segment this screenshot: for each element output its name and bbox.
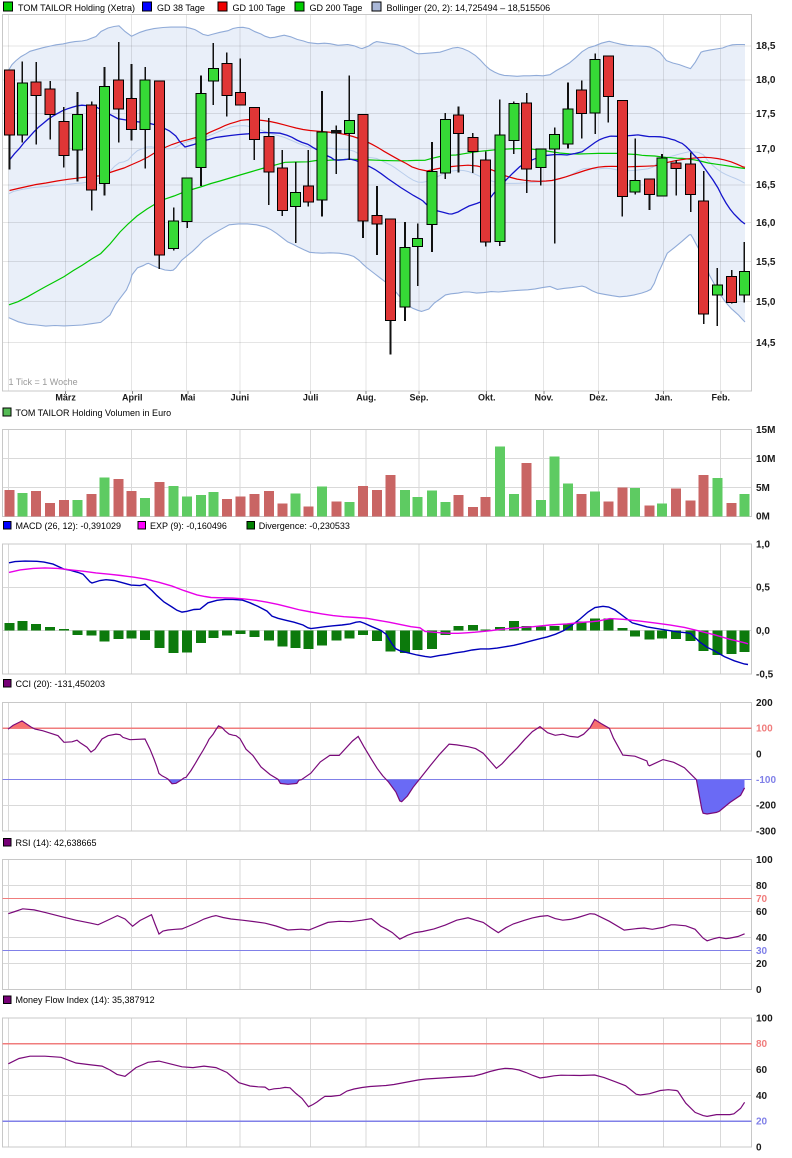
svg-text:RSI (14): 42,638665: RSI (14): 42,638665 [16, 838, 97, 848]
svg-text:Divergence: -0,230533: Divergence: -0,230533 [259, 521, 350, 531]
svg-text:0: 0 [756, 749, 762, 760]
svg-text:1,0: 1,0 [756, 539, 770, 550]
svg-text:TOM TAILOR Holding (Xetra): TOM TAILOR Holding (Xetra) [18, 3, 135, 13]
svg-text:70: 70 [756, 894, 768, 905]
svg-text:20: 20 [756, 1117, 768, 1128]
svg-text:15,5: 15,5 [756, 257, 776, 268]
svg-text:Dez.: Dez. [589, 393, 608, 403]
svg-text:-200: -200 [756, 801, 776, 812]
svg-text:100: 100 [756, 724, 773, 735]
svg-text:CCI (20): -131,450203: CCI (20): -131,450203 [16, 679, 106, 689]
svg-text:MACD (26, 12): -0,391029: MACD (26, 12): -0,391029 [16, 521, 122, 531]
svg-text:April: April [122, 393, 143, 403]
svg-text:Juni: Juni [231, 393, 250, 403]
svg-text:TOM TAILOR Holding Volumen in: TOM TAILOR Holding Volumen in Euro [16, 408, 172, 418]
svg-text:0: 0 [756, 985, 762, 996]
svg-text:60: 60 [756, 1065, 768, 1076]
svg-text:80: 80 [756, 1039, 768, 1050]
svg-text:30: 30 [756, 946, 768, 957]
svg-text:60: 60 [756, 907, 768, 918]
svg-text:-300: -300 [756, 826, 776, 837]
svg-text:0,5: 0,5 [756, 583, 770, 594]
svg-text:-0,5: -0,5 [756, 669, 774, 680]
svg-text:GD 38 Tage: GD 38 Tage [157, 3, 205, 13]
svg-text:40: 40 [756, 1091, 768, 1102]
svg-text:15,0: 15,0 [756, 297, 776, 308]
svg-text:200: 200 [756, 698, 773, 709]
svg-text:1 Tick = 1 Woche: 1 Tick = 1 Woche [9, 377, 78, 387]
svg-text:16,5: 16,5 [756, 180, 776, 191]
svg-text:17,5: 17,5 [756, 109, 776, 120]
svg-text:Aug.: Aug. [356, 393, 376, 403]
svg-text:40: 40 [756, 933, 768, 944]
svg-text:18,0: 18,0 [756, 75, 776, 86]
svg-text:0: 0 [756, 1142, 762, 1153]
svg-text:-100: -100 [756, 775, 776, 786]
svg-text:15M: 15M [756, 425, 775, 436]
svg-text:GD 100 Tage: GD 100 Tage [233, 3, 286, 13]
svg-text:0M: 0M [756, 512, 770, 523]
svg-text:16,0: 16,0 [756, 218, 776, 229]
svg-text:14,5: 14,5 [756, 338, 776, 349]
svg-text:GD 200 Tage: GD 200 Tage [310, 3, 363, 13]
svg-text:Juli: Juli [303, 393, 319, 403]
svg-text:10M: 10M [756, 454, 775, 465]
svg-text:100: 100 [756, 1013, 773, 1024]
svg-text:0,0: 0,0 [756, 626, 770, 637]
svg-text:Feb.: Feb. [712, 393, 731, 403]
svg-text:Money Flow Index (14): 35,3879: Money Flow Index (14): 35,387912 [16, 995, 155, 1005]
svg-text:Okt.: Okt. [478, 393, 496, 403]
svg-text:18,5: 18,5 [756, 41, 776, 52]
svg-text:Sep.: Sep. [409, 393, 428, 403]
svg-text:Mai: Mai [180, 393, 195, 403]
svg-text:Jan.: Jan. [655, 393, 673, 403]
svg-text:März: März [55, 393, 76, 403]
svg-text:Nov.: Nov. [534, 393, 553, 403]
svg-text:17,0: 17,0 [756, 144, 776, 155]
svg-text:100: 100 [756, 855, 773, 866]
svg-text:20: 20 [756, 959, 768, 970]
svg-text:5M: 5M [756, 483, 770, 494]
svg-text:EXP (9): -0,160496: EXP (9): -0,160496 [150, 521, 227, 531]
svg-text:Bollinger (20, 2): 14,725494 –: Bollinger (20, 2): 14,725494 – 18,515506 [387, 3, 551, 13]
svg-text:80: 80 [756, 881, 768, 892]
